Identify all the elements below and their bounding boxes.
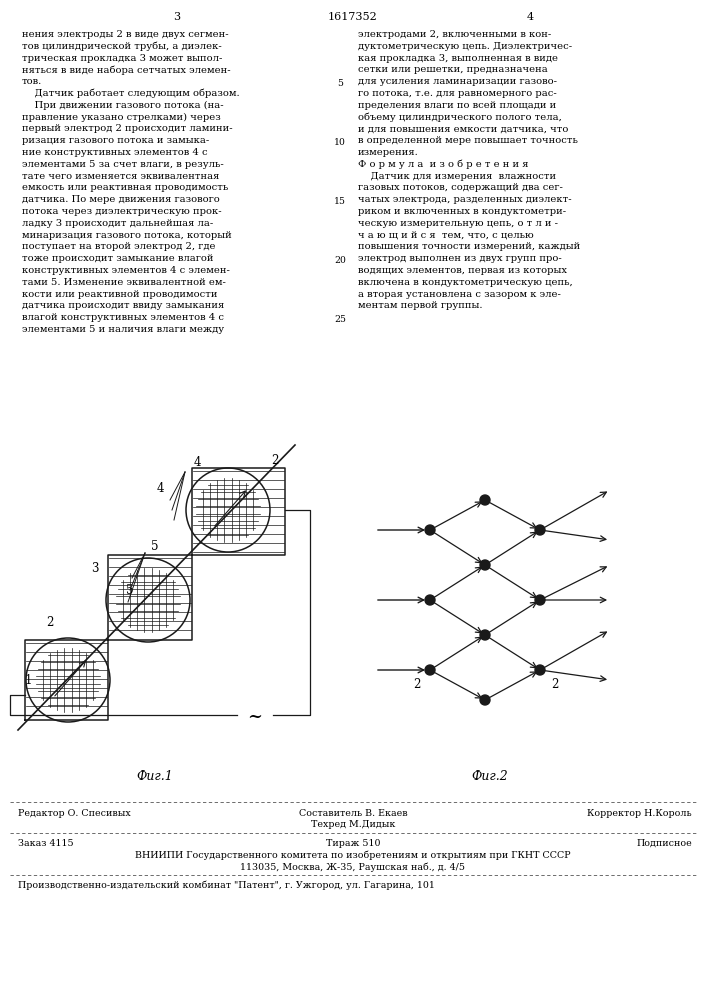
Text: ладку 3 происходит дальнейшая ла-: ладку 3 происходит дальнейшая ла- xyxy=(22,219,214,228)
Text: 5: 5 xyxy=(127,584,134,596)
Text: а вторая установлена с зазором к эле-: а вторая установлена с зазором к эле- xyxy=(358,290,561,299)
Text: Производственно-издательский комбинат "Патент", г. Ужгород, ул. Гагарина, 101: Производственно-издательский комбинат "П… xyxy=(18,881,435,890)
Text: нения электроды 2 в виде двух сегмен-: нения электроды 2 в виде двух сегмен- xyxy=(22,30,228,39)
Text: Заказ 4115: Заказ 4115 xyxy=(18,839,74,848)
Text: дуктометрическую цепь. Диэлектричес-: дуктометрическую цепь. Диэлектричес- xyxy=(358,42,572,51)
Text: 3: 3 xyxy=(173,12,180,22)
Text: Тираж 510: Тираж 510 xyxy=(326,839,380,848)
Text: 2: 2 xyxy=(47,615,54,629)
Text: датчика происходит ввиду замыкания: датчика происходит ввиду замыкания xyxy=(22,301,224,310)
Text: Составитель В. Екаев: Составитель В. Екаев xyxy=(298,809,407,818)
Text: го потока, т.е. для равномерного рас-: го потока, т.е. для равномерного рас- xyxy=(358,89,556,98)
Text: 10: 10 xyxy=(334,138,346,147)
Text: 20: 20 xyxy=(334,256,346,265)
Circle shape xyxy=(480,630,490,640)
Text: для усиления ламинаризации газово-: для усиления ламинаризации газово- xyxy=(358,77,557,86)
Text: 1: 1 xyxy=(24,674,32,686)
Text: При движении газового потока (на-: При движении газового потока (на- xyxy=(22,101,223,110)
Text: 3: 3 xyxy=(91,562,99,574)
Text: тоже происходит замыкание влагой: тоже происходит замыкание влагой xyxy=(22,254,214,263)
Text: тами 5. Изменение эквивалентной ем-: тами 5. Изменение эквивалентной ем- xyxy=(22,278,226,287)
Text: элементами 5 и наличия влаги между: элементами 5 и наличия влаги между xyxy=(22,325,224,334)
Text: кости или реактивной проводимости: кости или реактивной проводимости xyxy=(22,290,218,299)
Text: няться в виде набора сетчатых элемен-: няться в виде набора сетчатых элемен- xyxy=(22,65,230,75)
Text: Датчик для измерения  влажности: Датчик для измерения влажности xyxy=(358,172,556,181)
Text: кая прокладка 3, выполненная в виде: кая прокладка 3, выполненная в виде xyxy=(358,54,558,63)
Text: ВНИИПИ Государственного комитета по изобретениям и открытиям при ГКНТ СССР: ВНИИПИ Государственного комитета по изоб… xyxy=(135,851,571,860)
Text: Корректор Н.Король: Корректор Н.Король xyxy=(588,809,692,818)
Text: Фиг.2: Фиг.2 xyxy=(472,770,508,783)
Text: газовых потоков, содержащий два сег-: газовых потоков, содержащий два сег- xyxy=(358,183,563,192)
Circle shape xyxy=(425,525,435,535)
Circle shape xyxy=(535,665,545,675)
Text: чатых электрода, разделенных диэлект-: чатых электрода, разделенных диэлект- xyxy=(358,195,572,204)
Circle shape xyxy=(480,560,490,570)
Text: электродами 2, включенными в кон-: электродами 2, включенными в кон- xyxy=(358,30,551,39)
Text: ние конструктивных элементов 4 с: ние конструктивных элементов 4 с xyxy=(22,148,208,157)
Text: Техред М.Дидык: Техред М.Дидык xyxy=(311,820,395,829)
Text: тов.: тов. xyxy=(22,77,42,86)
Text: правление указано стрелками) через: правление указано стрелками) через xyxy=(22,113,221,122)
Text: 2: 2 xyxy=(551,678,559,692)
Text: ч а ю щ и й с я  тем, что, с целью: ч а ю щ и й с я тем, что, с целью xyxy=(358,231,534,240)
Text: ризация газового потока и замыка-: ризация газового потока и замыка- xyxy=(22,136,209,145)
Text: водящих элементов, первая из которых: водящих элементов, первая из которых xyxy=(358,266,567,275)
Text: поступает на второй электрод 2, где: поступает на второй электрод 2, где xyxy=(22,242,216,251)
Text: 4: 4 xyxy=(527,12,534,22)
Text: сетки или решетки, предназначена: сетки или решетки, предназначена xyxy=(358,65,548,74)
Text: ческую измерительную цепь, о т л и -: ческую измерительную цепь, о т л и - xyxy=(358,219,558,228)
Text: емкость или реактивная проводимость: емкость или реактивная проводимость xyxy=(22,183,228,192)
Text: минаризация газового потока, который: минаризация газового потока, который xyxy=(22,231,232,240)
Text: 1617352: 1617352 xyxy=(328,12,378,22)
Text: Ф о р м у л а  и з о б р е т е н и я: Ф о р м у л а и з о б р е т е н и я xyxy=(358,160,529,169)
Text: 4: 4 xyxy=(156,482,164,494)
Text: 15: 15 xyxy=(334,197,346,206)
Circle shape xyxy=(425,665,435,675)
Text: тате чего изменяется эквивалентная: тате чего изменяется эквивалентная xyxy=(22,172,219,181)
Text: трическая прокладка 3 может выпол-: трическая прокладка 3 может выпол- xyxy=(22,54,223,63)
Text: первый электрод 2 происходит ламини-: первый электрод 2 происходит ламини- xyxy=(22,124,233,133)
Text: 5: 5 xyxy=(337,79,343,88)
Text: объему цилиндрического полого тела,: объему цилиндрического полого тела, xyxy=(358,113,562,122)
Text: электрод выполнен из двух групп про-: электрод выполнен из двух групп про- xyxy=(358,254,562,263)
Circle shape xyxy=(535,595,545,605)
Text: 113035, Москва, Ж-35, Раушская наб., д. 4/5: 113035, Москва, Ж-35, Раушская наб., д. … xyxy=(240,862,465,871)
Text: Редактор О. Спесивых: Редактор О. Спесивых xyxy=(18,809,131,818)
Text: измерения.: измерения. xyxy=(358,148,419,157)
Circle shape xyxy=(535,525,545,535)
Text: элементами 5 за счет влаги, в резуль-: элементами 5 за счет влаги, в резуль- xyxy=(22,160,223,169)
Text: повышения точности измерений, каждый: повышения точности измерений, каждый xyxy=(358,242,580,251)
Text: влагой конструктивных элементов 4 с: влагой конструктивных элементов 4 с xyxy=(22,313,224,322)
Text: Фиг.1: Фиг.1 xyxy=(136,770,173,783)
Circle shape xyxy=(425,595,435,605)
Text: и для повышения емкости датчика, что: и для повышения емкости датчика, что xyxy=(358,124,568,133)
Text: тов цилиндрической трубы, а диэлек-: тов цилиндрической трубы, а диэлек- xyxy=(22,42,222,51)
Text: 5: 5 xyxy=(151,540,159,552)
Text: 2: 2 xyxy=(271,454,279,466)
Circle shape xyxy=(480,695,490,705)
Text: риком и включенных в кондуктометри-: риком и включенных в кондуктометри- xyxy=(358,207,566,216)
Circle shape xyxy=(480,495,490,505)
Text: в определенной мере повышает точность: в определенной мере повышает точность xyxy=(358,136,578,145)
Text: включена в кондуктометрическую цепь,: включена в кондуктометрическую цепь, xyxy=(358,278,573,287)
Text: конструктивных элементов 4 с элемен-: конструктивных элементов 4 с элемен- xyxy=(22,266,230,275)
Text: 2: 2 xyxy=(414,678,421,692)
Text: датчика. По мере движения газового: датчика. По мере движения газового xyxy=(22,195,220,204)
Text: ~: ~ xyxy=(247,708,262,726)
Text: Подписное: Подписное xyxy=(636,839,692,848)
Text: потока через диэлектрическую прок-: потока через диэлектрическую прок- xyxy=(22,207,221,216)
Text: 25: 25 xyxy=(334,315,346,324)
Text: 4: 4 xyxy=(193,456,201,468)
Text: ментам первой группы.: ментам первой группы. xyxy=(358,301,482,310)
Text: Датчик работает следующим образом.: Датчик работает следующим образом. xyxy=(22,89,240,99)
Text: пределения влаги по всей площади и: пределения влаги по всей площади и xyxy=(358,101,556,110)
